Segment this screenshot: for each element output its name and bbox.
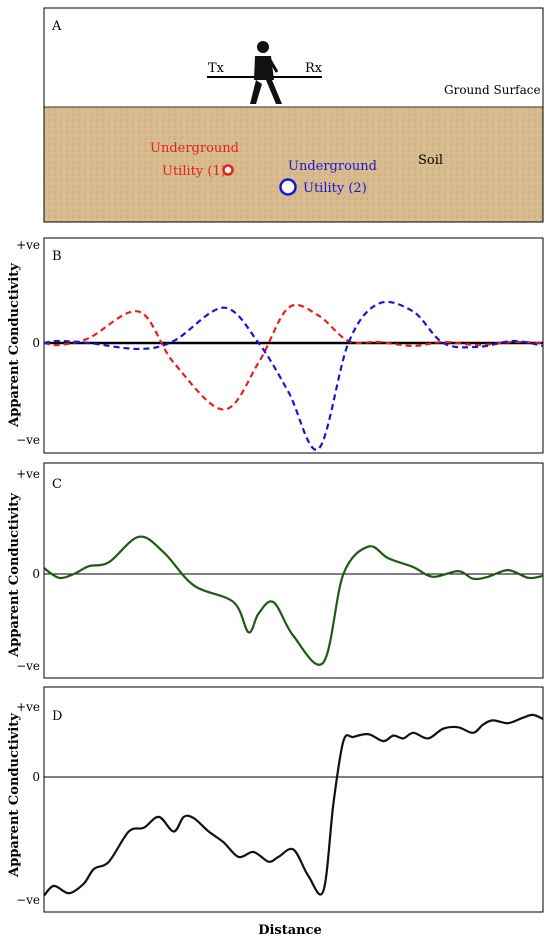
panel-b-tick-pos: +ve [16,238,40,252]
panel-b: B +ve 0 −ve Apparent Conductivity [7,237,544,454]
panel-d-label: D [52,709,62,724]
panel-a: A Tx Rx Ground Surface Soil Underground … [43,7,544,223]
panel-d: D +ve 0 −ve Apparent Conductivity Distan… [7,686,544,938]
utility-1-label-line1: Underground [150,141,239,156]
panel-c-frame [43,462,544,679]
panel-d-frame [43,686,544,913]
soil-label: Soil [418,153,443,168]
series-line-d-1 [43,713,544,897]
panel-d-tick-neg: −ve [16,893,40,907]
operator-icon [207,41,322,104]
panel-d-tick-zero: 0 [32,770,40,784]
panel-c-label: C [52,477,62,492]
panel-b-tick-neg: −ve [16,433,40,447]
x-axis-label: Distance [258,923,322,938]
rx-label: Rx [305,61,323,76]
series-line-b-1 [43,303,544,411]
utility-1-label-line2: Utility (1) [162,164,226,179]
panel-b-ylabel: Apparent Conductivity [7,263,22,428]
utility-2-label-line2: Utility (2) [303,181,367,196]
series-line-b-2 [43,300,544,451]
panel-c: C +ve 0 −ve Apparent Conductivity [7,462,544,679]
panel-d-ylabel: Apparent Conductivity [7,713,22,878]
panel-c-ylabel: Apparent Conductivity [7,493,22,658]
panel-a-label: A [51,19,62,34]
soil-layer [44,107,543,222]
panel-b-tick-zero: 0 [32,336,40,350]
panel-c-tick-pos: +ve [16,467,40,481]
utility-1-marker [222,164,234,176]
panel-b-label: B [52,249,62,264]
utility-2-label-line1: Underground [288,159,377,174]
panel-b-plot [43,300,544,451]
panel-b-frame [43,237,544,454]
panel-c-plot [43,535,544,666]
utility-2-marker [279,178,297,196]
panel-d-plot [43,713,544,897]
tx-label: Tx [208,61,225,76]
ground-surface-label: Ground Surface [444,83,541,97]
series-line-c-1 [43,535,544,666]
panel-c-tick-zero: 0 [32,567,40,581]
panel-d-tick-pos: +ve [16,700,40,714]
panel-c-tick-neg: −ve [16,659,40,673]
